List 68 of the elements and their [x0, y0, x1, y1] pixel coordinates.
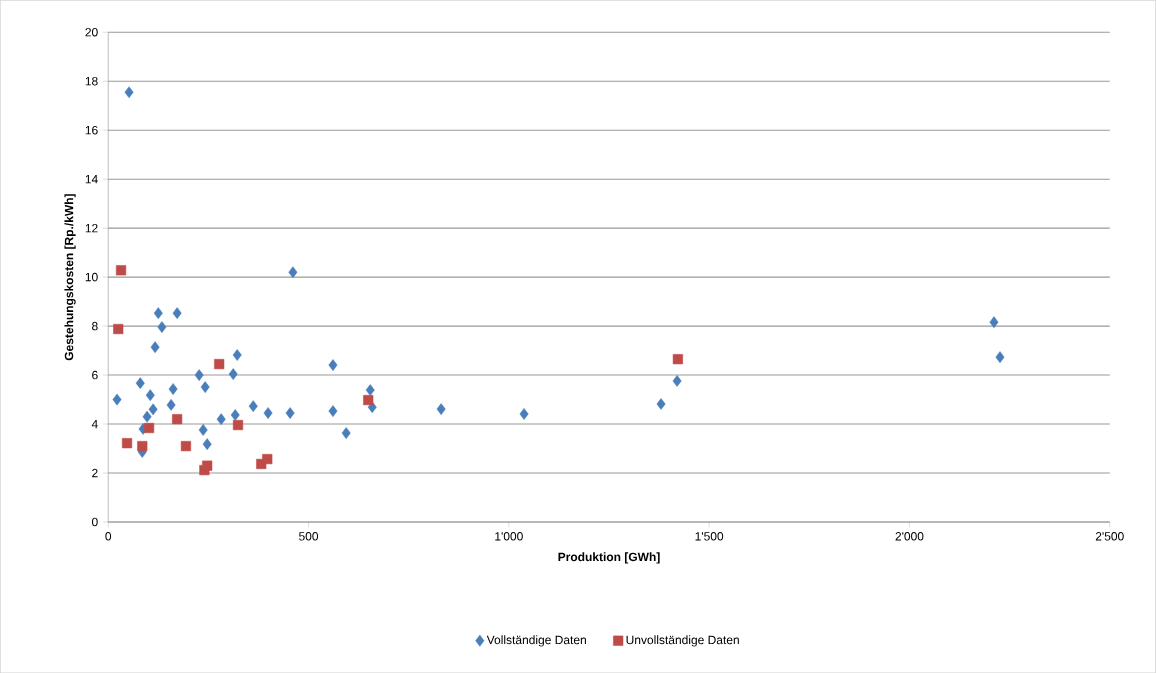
- point: [672, 375, 682, 387]
- y-tick-label: 18: [85, 76, 98, 86]
- point: [153, 307, 163, 319]
- x-tick-label: 500: [299, 531, 319, 541]
- y-tick-label: 16: [85, 125, 98, 135]
- point: [248, 400, 258, 412]
- point: [328, 405, 338, 417]
- x-tick-label: 2'500: [1095, 531, 1124, 541]
- point: [228, 368, 238, 380]
- point: [995, 351, 1005, 363]
- point: [137, 440, 148, 452]
- y-axis-title: Gestehungskosten [Rp./kWh]: [64, 194, 76, 361]
- y-tick-label: 14: [85, 174, 98, 184]
- point: [115, 265, 127, 276]
- y-tick-label: 2: [92, 468, 98, 478]
- point: [285, 407, 295, 419]
- y-tick-label: 8: [92, 321, 98, 331]
- point: [341, 427, 351, 439]
- point: [328, 359, 338, 371]
- legend-label: Vollständige Daten: [486, 635, 586, 647]
- point: [172, 414, 183, 425]
- point: [263, 407, 273, 419]
- point: [672, 354, 683, 365]
- x-axis-title: Produktion [GWh]: [558, 552, 660, 564]
- point: [144, 422, 155, 433]
- point: [148, 403, 158, 416]
- point: [436, 403, 446, 415]
- point: [172, 307, 182, 319]
- y-tick-label: 0: [91, 517, 98, 527]
- x-tick-label: 1'500: [695, 531, 724, 541]
- point: [519, 408, 529, 420]
- point: [288, 266, 298, 278]
- y-tick-label: 20: [85, 27, 98, 37]
- point: [113, 323, 124, 335]
- point: [656, 398, 666, 410]
- point: [121, 438, 133, 449]
- point: [200, 381, 210, 393]
- point: [214, 358, 225, 370]
- point: [124, 86, 134, 99]
- point: [150, 341, 160, 353]
- point: [202, 460, 213, 471]
- point: [135, 377, 145, 389]
- x-tick-label: 2'000: [895, 531, 924, 541]
- point: [157, 321, 167, 333]
- point: [216, 413, 226, 425]
- point: [230, 409, 240, 421]
- point: [232, 349, 242, 361]
- point: [166, 399, 176, 411]
- point: [168, 383, 178, 395]
- point: [194, 369, 204, 381]
- point: [198, 423, 208, 436]
- legend-label: Unvollständige Daten: [626, 635, 739, 647]
- point: [989, 316, 999, 328]
- point: [142, 410, 152, 423]
- x-tick-label: 0: [105, 531, 112, 541]
- point: [112, 393, 122, 406]
- y-tick-label: 4: [91, 419, 98, 429]
- point: [180, 440, 192, 452]
- y-tick-label: 6: [92, 370, 98, 380]
- point: [262, 453, 273, 465]
- point: [365, 384, 375, 396]
- x-tick-label: 1'000: [495, 531, 523, 541]
- y-tick-label: 12: [85, 223, 98, 233]
- y-tick-label: 10: [85, 272, 98, 282]
- point: [145, 389, 155, 401]
- point: [363, 394, 374, 406]
- point: [232, 419, 244, 431]
- point: [202, 438, 212, 450]
